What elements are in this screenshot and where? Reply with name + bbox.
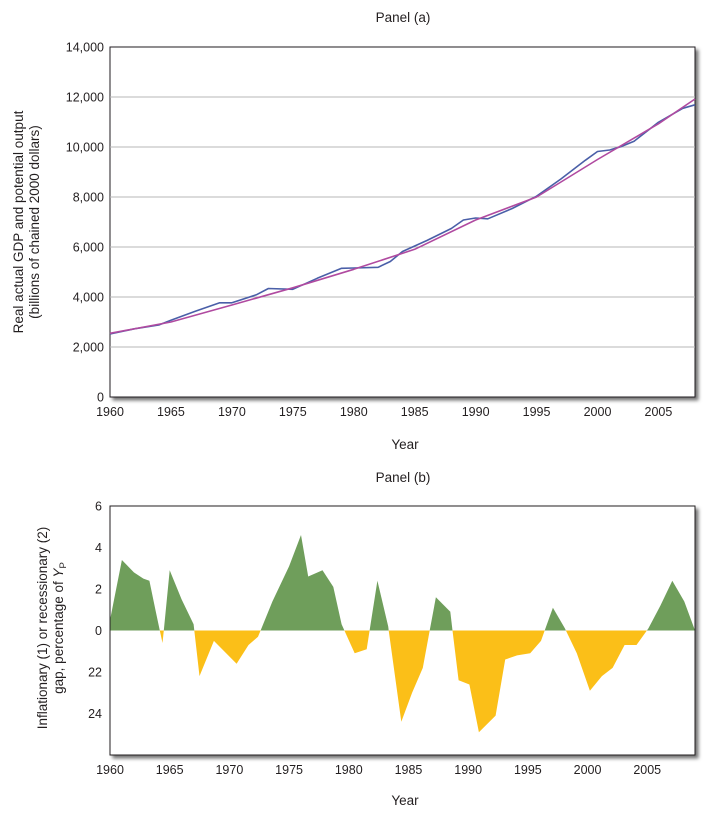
panel-b-y-label-subscript: P: [58, 562, 69, 568]
recessionary-gap-area: [344, 630, 370, 654]
panel-a-x-tick-label: 1985: [401, 405, 429, 419]
panel-b-y-axis-label-line1: Inflationary (1) or recessionary (2): [35, 527, 50, 730]
panel-a-series-line-potential: [109, 98, 696, 335]
panel-b-y-label-symbol: Y: [51, 568, 66, 578]
panel-a-title: Panel (a): [376, 10, 431, 25]
panel-a-y-tick-label: 12,000: [66, 91, 104, 105]
panel-b-y-tick-label: 6: [95, 500, 102, 514]
panel-b-x-tick-label: 1960: [96, 763, 124, 777]
panel-a-y-tick-label: 10,000: [66, 141, 104, 155]
panel-b-y-tick-label: 4: [95, 541, 102, 555]
recessionary-gap-area: [388, 630, 430, 722]
inflationary-gap-area: [544, 607, 566, 631]
panel-a-series: [109, 98, 696, 335]
inflationary-gap-area: [429, 597, 453, 631]
recessionary-gap-area: [194, 630, 261, 677]
panel-a-x-tick-label: 1970: [218, 405, 246, 419]
panel-a-y-tick-label: 4,000: [73, 291, 104, 305]
panel-b-x-ticks: 1960 1965 1970 1975 1980 1985 1990 1995 2000 2005: [96, 763, 661, 777]
panel-b-x-tick-label: 1985: [395, 763, 423, 777]
recessionary-gap-area: [565, 630, 647, 691]
panel-a-gridlines: [110, 96, 695, 348]
panel-a-series-line-actual: [109, 104, 696, 335]
panel-b-plot-border: [109, 505, 696, 756]
panel-b-x-tick-label: 2005: [633, 763, 661, 777]
panel-a-y-axis-label-line1: Real actual GDP and potential output: [11, 110, 26, 333]
inflationary-gap-area: [110, 560, 160, 631]
panel-a-x-tick-label: 1980: [340, 405, 368, 419]
recessionary-gap-area: [452, 630, 545, 733]
panel-a-x-tick-label: 1965: [157, 405, 185, 419]
panel-a-y-tick-label: 2,000: [73, 341, 104, 355]
panel-a-x-tick-label: 2005: [645, 405, 673, 419]
panel-a-y-axis-label-line2: (billions of chained 2000 dollars): [27, 125, 42, 319]
panel-a-x-tick-label: 1960: [96, 405, 124, 419]
panel-b-y-label-text: gap, percentage of: [51, 578, 66, 694]
panel-b-x-tick-label: 2000: [574, 763, 602, 777]
panel-a-x-tick-label: 1975: [279, 405, 307, 419]
panel-a-x-axis-label: Year: [391, 437, 419, 452]
panel-b-x-tick-label: 1980: [335, 763, 363, 777]
panel-a-y-tick-label: 14,000: [66, 41, 104, 55]
inflationary-gap-area: [646, 580, 695, 631]
inflationary-gap-area: [163, 570, 195, 631]
panel-b-gap-areas: [110, 535, 695, 733]
panel-b-title: Panel (b): [376, 470, 431, 485]
panel-b-x-axis-label: Year: [391, 793, 419, 808]
recessionary-gap-area: [159, 630, 164, 643]
panel-a-y-tick-label: 6,000: [73, 241, 104, 255]
panel-a-y-ticks: 0 2,000 4,000 6,000 8,000 10,000 12,000 14,000: [66, 41, 104, 405]
panel-b-y-tick-label: 2: [95, 583, 102, 597]
panel-a: Panel (a) 0 2,000 4,000 6,000 8,000 10,000 12,…: [11, 10, 696, 452]
inflationary-gap-area: [260, 535, 345, 631]
panel-b-x-tick-label: 1975: [275, 763, 303, 777]
panel-b-y-tick-label: 24: [88, 707, 102, 721]
panel-a-y-tick-label: 0: [97, 391, 104, 405]
panel-a-x-tick-label: 2000: [584, 405, 612, 419]
panel-a-x-tick-label: 1995: [523, 405, 551, 419]
panel-b-y-tick-label: 22: [88, 666, 102, 680]
panel-b-x-tick-label: 1970: [215, 763, 243, 777]
panel-b-y-axis-label-line2: gap, percentage of YP: [51, 562, 69, 694]
panel-b-x-tick-label: 1965: [156, 763, 184, 777]
panel-a-x-ticks: 1960 1965 1970 1975 1980 1985 1990 1995 2000 2005: [96, 405, 672, 419]
inflationary-gap-area: [369, 580, 389, 631]
panel-b-y-tick-label: 0: [95, 624, 102, 638]
panel-a-x-tick-label: 1990: [462, 405, 490, 419]
panel-b-x-tick-label: 1995: [514, 763, 542, 777]
panel-b-x-tick-label: 1990: [454, 763, 482, 777]
panel-a-plot-area: [109, 46, 696, 398]
panel-a-y-tick-label: 8,000: [73, 191, 104, 205]
